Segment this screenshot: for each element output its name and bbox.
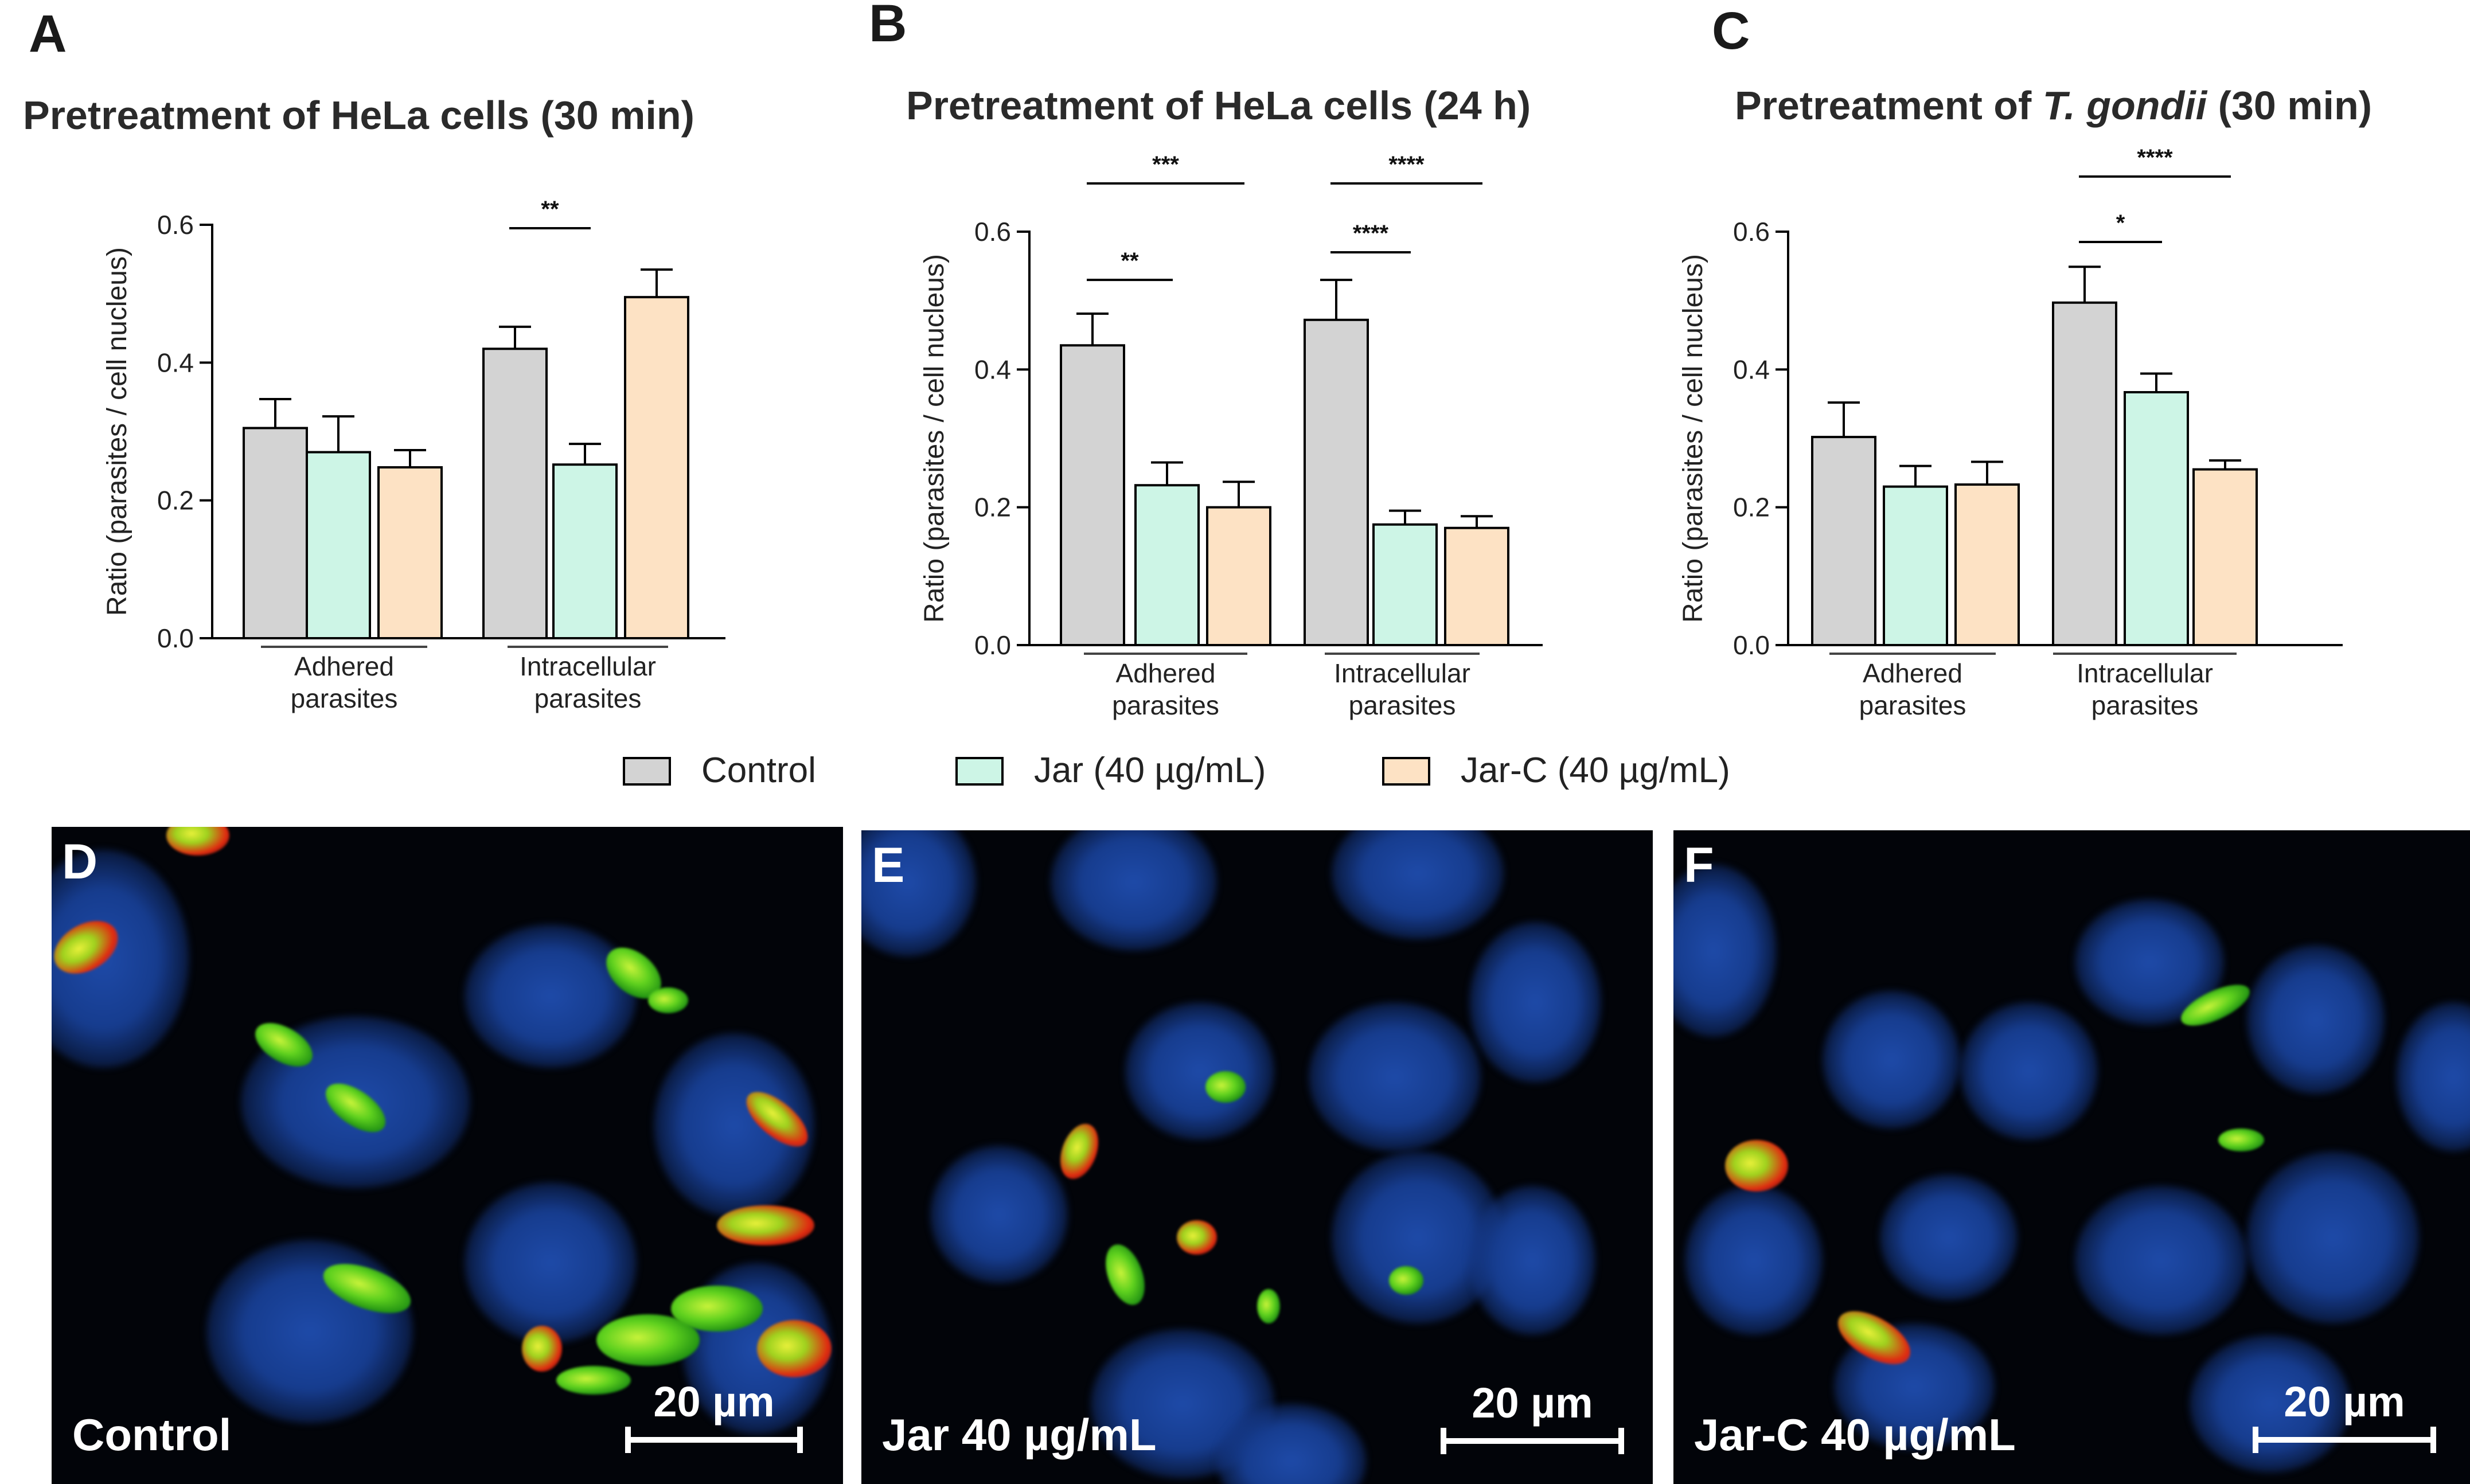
bar-b-0-0 <box>1060 344 1125 646</box>
x-category-line: Intracellular <box>2077 658 2213 688</box>
bar-c-0-1 <box>1883 485 1948 646</box>
significance-label: ** <box>1121 248 1139 274</box>
y-tick-label: 0.2 <box>974 493 1011 522</box>
scale-bar-label: 20 µm <box>653 1378 775 1426</box>
figure: A Pretreatment of HeLa cells (30 min) 0.0 0… <box>23 0 2372 790</box>
micrograph-control: D Control 20 µm <box>52 827 843 1484</box>
chart-panel-b: B Pretreatment of HeLa cells (24 h) 0.0 0.2… <box>869 0 1543 720</box>
bar-b-1-0 <box>1304 318 1369 646</box>
y-axis-label: Ratio (parasites / cell nucleus) <box>919 254 950 623</box>
bar-a-0-2 <box>377 466 443 640</box>
micrograph-caption-jar-c: Jar-C 40 µg/mL <box>1694 1409 2016 1460</box>
x-category-line: Intracellular <box>1334 658 1470 688</box>
y-tick-label: 0.0 <box>157 623 194 653</box>
x-category-line: parasites <box>2091 690 2199 720</box>
bar-a-0-1 <box>306 451 371 639</box>
micrograph-caption-jar: Jar 40 µg/mL <box>882 1409 1157 1460</box>
bar-b-0-2 <box>1206 506 1271 647</box>
chart-title: Pretreatment of T. gondii (30 min) <box>1735 83 2372 128</box>
bar-c-0-0 <box>1811 436 1876 646</box>
bar-c-1-0 <box>2052 301 2117 646</box>
legend-swatch <box>955 757 1004 786</box>
scale-bar-jar-c: 20 µm <box>2253 1377 2436 1453</box>
x-category-label: Adhered parasites <box>1112 658 1219 720</box>
chart-title-text: Pretreatment of <box>1735 83 2043 128</box>
chart-title: Pretreatment of HeLa cells (24 h) <box>906 83 1531 128</box>
x-category-line: parasites <box>291 684 398 713</box>
scale-bar-label: 20 µm <box>2284 1378 2405 1426</box>
x-category-label: Adhered parasites <box>1859 658 1966 720</box>
y-tick-label: 0.0 <box>1733 630 1770 660</box>
bar-a-1-1 <box>552 463 618 639</box>
chart-title-italic: T. gondii <box>2043 83 2208 128</box>
chart-panel-a: A Pretreatment of HeLa cells (30 min) 0.0 0… <box>23 5 725 713</box>
legend-swatch <box>1382 757 1430 786</box>
x-category-label: Intracellular parasites <box>1334 658 1470 720</box>
panel-letter-a: A <box>29 5 67 63</box>
bar-b-1-2 <box>1444 526 1509 647</box>
y-tick-label: 0.0 <box>974 630 1011 660</box>
legend-label: Control <box>701 751 816 790</box>
bar-b-1-1 <box>1372 523 1438 646</box>
x-category-line: parasites <box>534 684 642 713</box>
bar-c-1-2 <box>2192 468 2258 646</box>
bar-c-0-2 <box>1954 483 2020 646</box>
y-tick-label: 0.6 <box>1733 217 1770 247</box>
x-category-label: Intracellular parasites <box>520 651 656 713</box>
x-category-line: parasites <box>1859 690 1966 720</box>
legend-label: Jar-C (40 µg/mL) <box>1461 751 1730 790</box>
scale-bar-control: 20 µm <box>625 1377 803 1453</box>
micrograph-jar: E Jar 40 µg/mL 20 µm <box>861 830 1653 1484</box>
significance-label: ** <box>541 197 559 222</box>
bar-a-1-2 <box>624 296 689 639</box>
chart-title-text: Pretreatment of HeLa cells (24 h) <box>906 83 1531 128</box>
bar-b-0-1 <box>1134 484 1200 646</box>
panel-letter-e: E <box>872 838 905 893</box>
bar-a-0-0 <box>243 427 308 639</box>
chart-title: Pretreatment of HeLa cells (30 min) <box>23 93 694 138</box>
chart-title-text: Pretreatment of HeLa cells (30 min) <box>23 93 694 138</box>
x-category-line: parasites <box>1112 690 1219 720</box>
significance-label: * <box>2116 210 2125 236</box>
y-tick-label: 0.6 <box>974 217 1011 247</box>
y-axis-label: Ratio (parasites / cell nucleus) <box>1678 254 1708 623</box>
panel-letter-c: C <box>1712 2 1750 60</box>
significance-label: *** <box>1152 152 1179 177</box>
x-category-line: parasites <box>1349 690 1456 720</box>
y-tick-label: 0.6 <box>157 210 194 240</box>
y-tick-label: 0.2 <box>1733 493 1770 522</box>
significance-label: **** <box>2137 145 2173 170</box>
x-category-line: Adhered <box>1863 658 1962 688</box>
bar-c-1-1 <box>2124 390 2189 646</box>
legend-swatch <box>623 757 671 786</box>
y-tick-label: 0.4 <box>974 354 1011 384</box>
y-tick-label: 0.4 <box>157 347 194 377</box>
panel-letter-b: B <box>869 0 907 53</box>
x-category-label: Adhered parasites <box>291 651 398 713</box>
significance-label: **** <box>1388 152 1425 177</box>
legend: Control Jar (40 µg/mL) Jar-C (40 µg/mL) <box>623 751 1730 790</box>
y-axis-label: Ratio (parasites / cell nucleus) <box>102 247 132 616</box>
scale-bar-jar: 20 µm <box>1441 1378 1624 1454</box>
bar-a-1-0 <box>482 347 548 639</box>
chart-title-suffix: (30 min) <box>2207 83 2372 128</box>
legend-label: Jar (40 µg/mL) <box>1034 751 1266 790</box>
micrograph-caption-control: Control <box>72 1409 232 1460</box>
panel-letter-f: F <box>1684 838 1714 893</box>
scale-bar-label: 20 µm <box>1472 1379 1593 1427</box>
x-category-line: Adhered <box>1116 658 1216 688</box>
panel-letter-d: D <box>62 834 98 889</box>
x-category-label: Intracellular parasites <box>2077 658 2213 720</box>
chart-panel-c: C Pretreatment of T. gondii (30 min) 0.0 0.… <box>1678 2 2372 720</box>
y-tick-label: 0.4 <box>1733 354 1770 384</box>
x-category-line: Adhered <box>294 651 394 681</box>
micrograph-jar-c: F Jar-C 40 µg/mL 20 µm <box>1673 830 2470 1484</box>
y-tick-label: 0.2 <box>157 486 194 516</box>
x-category-line: Intracellular <box>520 651 656 681</box>
significance-label: **** <box>1353 221 1389 246</box>
